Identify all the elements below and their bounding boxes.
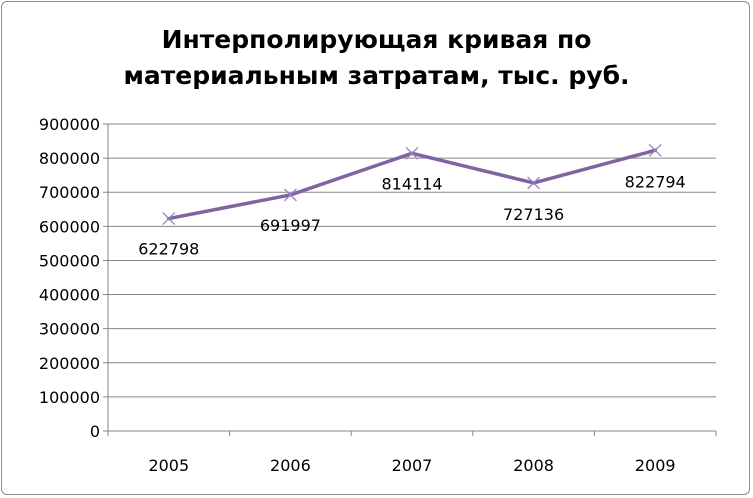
y-tick-label: 200000 <box>39 354 100 373</box>
x-tick-label: 2009 <box>635 456 676 475</box>
chart-title-line-2: материальным затратам, тыс. руб. <box>123 61 630 90</box>
y-tick-label: 500000 <box>39 251 100 270</box>
chart-title: Интерполирующая кривая по материальным з… <box>0 22 753 94</box>
data-point-marker <box>648 143 662 157</box>
y-tick-label: 600000 <box>39 217 100 236</box>
data-point-marker <box>527 176 541 190</box>
y-tick-labels: 0 100000 200000 300000 400000 500000 600000 700… <box>39 115 100 441</box>
y-tick-label: 800000 <box>39 149 100 168</box>
data-label: 727136 <box>503 205 564 224</box>
x-tick-label: 2005 <box>148 456 189 475</box>
y-tick-label: 100000 <box>39 388 100 407</box>
gridlines <box>108 123 716 398</box>
y-tick-label: 400000 <box>39 286 100 305</box>
data-labels: 622798 691997 814114 727136 822794 <box>138 172 685 258</box>
data-point-marker <box>283 188 297 202</box>
x-tick-label: 2006 <box>270 456 311 475</box>
chart-title-line-1: Интерполирующая кривая по <box>161 25 592 54</box>
x-tick-label: 2007 <box>392 456 433 475</box>
markers <box>162 143 662 226</box>
data-label: 622798 <box>138 240 199 259</box>
data-label: 822794 <box>625 172 686 191</box>
y-tick-label: 900000 <box>39 115 100 134</box>
data-point-marker <box>162 212 176 226</box>
y-tick-label: 700000 <box>39 183 100 202</box>
y-tick-label: 0 <box>90 422 100 441</box>
y-tick-label: 300000 <box>39 320 100 339</box>
x-tick-label: 2008 <box>513 456 554 475</box>
data-label: 691997 <box>260 216 321 235</box>
x-tick-labels: 2005 2006 2007 2008 2009 <box>148 456 675 475</box>
data-label: 814114 <box>381 174 442 193</box>
data-point-marker <box>405 146 419 160</box>
axes <box>103 123 717 436</box>
